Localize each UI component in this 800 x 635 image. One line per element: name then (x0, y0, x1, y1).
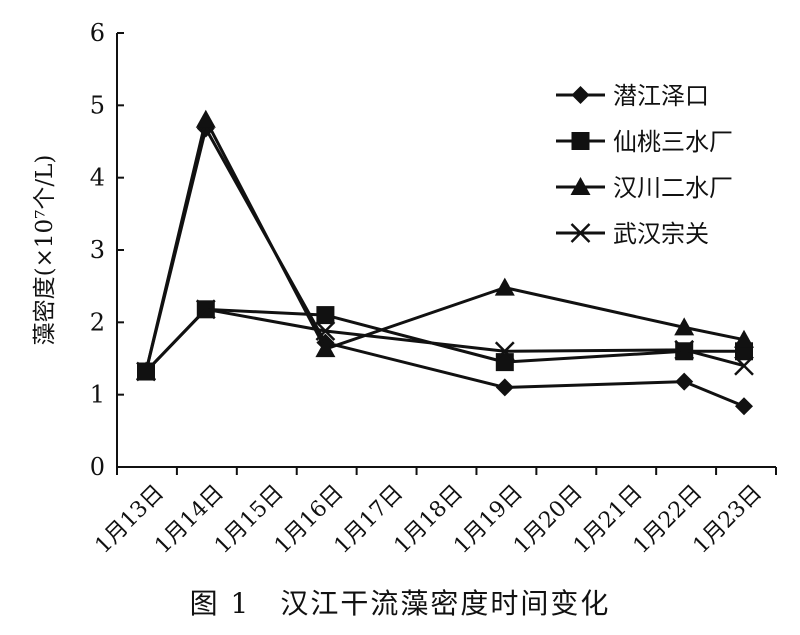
y-tick-label: 3 (90, 236, 105, 264)
data-point (195, 299, 216, 320)
data-point (315, 321, 336, 341)
data-point (494, 277, 515, 296)
data-point (675, 372, 694, 391)
y-ticks: 0 1 2 3 4 5 6 (90, 19, 124, 481)
legend-item: 潜江泽口 (556, 82, 709, 110)
y-axis-title: 藻密度(×10⁷个/L) (32, 155, 58, 346)
y-tick-label: 0 (90, 453, 105, 481)
legend-item: 仙桃三水厂 (556, 128, 733, 156)
series-line (144, 118, 745, 372)
data-point (734, 355, 754, 376)
figure-caption: 图 1 汉江干流藻密度时间变化 (189, 587, 611, 620)
data-point (735, 397, 753, 416)
legend-marker (570, 177, 591, 195)
data-point (495, 378, 514, 397)
legend-item: 武汉宗关 (556, 220, 709, 248)
legend-label: 武汉宗关 (613, 220, 709, 248)
y-tick-label: 5 (90, 91, 105, 119)
data-point (315, 339, 336, 358)
legend-marker (571, 132, 590, 150)
data-point (674, 339, 695, 360)
series-4 (136, 299, 754, 382)
legend-label: 潜江泽口 (613, 82, 709, 110)
x-ticks: 1月13日1月14日1月15日1月16日1月17日1月18日1月19日1月20日… (91, 467, 777, 559)
y-tick-label: 1 (90, 381, 105, 409)
legend-marker (571, 86, 590, 104)
series-layer (136, 109, 754, 416)
series-line (144, 126, 745, 408)
data-point (195, 109, 216, 128)
y-tick-label: 4 (90, 164, 105, 192)
data-point (316, 306, 335, 325)
data-point (674, 317, 695, 336)
legend-label: 仙桃三水厂 (613, 128, 733, 156)
data-point (136, 361, 156, 382)
legend-marker (570, 223, 591, 243)
y-tick-label: 2 (90, 308, 105, 336)
legend-label: 汉川二水厂 (613, 174, 733, 202)
line-chart: 0 1 2 3 4 5 6 1月13日1月14日1月15日1月16日1月17日1月18日1月… (32, 19, 777, 559)
data-point (495, 353, 514, 372)
legend-item: 汉川二水厂 (556, 174, 733, 202)
series-line (144, 307, 745, 373)
data-point (494, 341, 515, 362)
y-tick-label: 6 (90, 19, 105, 47)
data-point (734, 329, 754, 348)
series-line (144, 307, 744, 373)
